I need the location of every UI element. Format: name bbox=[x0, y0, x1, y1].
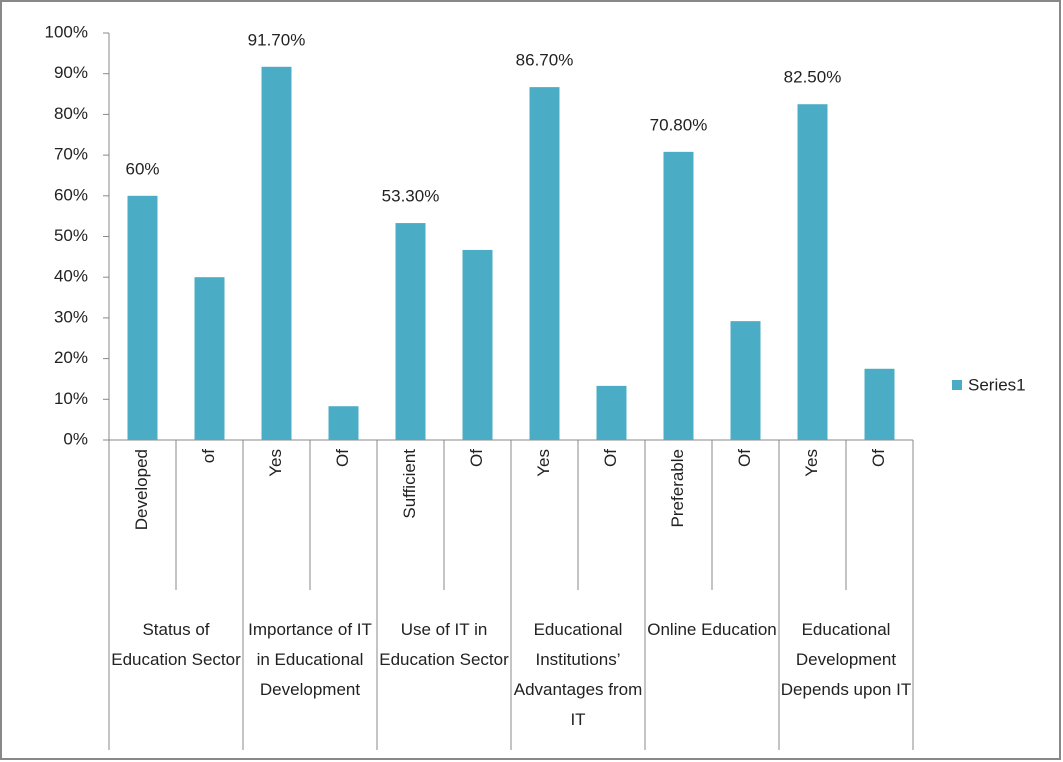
bar bbox=[194, 277, 225, 440]
y-tick-label: 50% bbox=[54, 226, 88, 245]
bar bbox=[797, 104, 828, 440]
x-tick-label: Of bbox=[869, 449, 888, 467]
y-tick-label: 80% bbox=[54, 104, 88, 123]
x-tick-label: Preferable bbox=[668, 449, 687, 527]
data-label: 82.50% bbox=[784, 68, 842, 87]
y-tick-label: 0% bbox=[63, 429, 88, 448]
x-tick-label: Of bbox=[601, 449, 620, 467]
legend-label: Series1 bbox=[968, 375, 1026, 394]
bar bbox=[596, 385, 627, 440]
group-label: Importance of IT in Educational Developm… bbox=[248, 620, 372, 699]
data-label: 86.70% bbox=[516, 51, 574, 70]
bar bbox=[395, 223, 426, 440]
legend-swatch bbox=[952, 380, 962, 390]
x-tick-label: Of bbox=[333, 449, 352, 467]
x-tick-label: Sufficient bbox=[400, 449, 419, 519]
bar bbox=[261, 66, 292, 440]
x-tick-label: of bbox=[199, 449, 218, 463]
y-tick-label: 10% bbox=[54, 389, 88, 408]
data-label: 60% bbox=[125, 159, 159, 178]
y-tick-label: 40% bbox=[54, 267, 88, 286]
bar bbox=[864, 368, 895, 440]
group-label: Educational Development Depends upon IT bbox=[780, 620, 912, 699]
y-tick-label: 30% bbox=[54, 307, 88, 326]
x-tick-label: Yes bbox=[266, 449, 285, 477]
group-label: Status of Education Sector bbox=[111, 620, 241, 669]
bar bbox=[529, 87, 560, 441]
y-tick-label: 60% bbox=[54, 185, 88, 204]
y-tick-label: 70% bbox=[54, 145, 88, 164]
bar bbox=[730, 321, 761, 440]
group-label: Educational Institutions’ Advantages fro… bbox=[513, 620, 643, 729]
x-tick-label: Of bbox=[467, 449, 486, 467]
x-tick-label: Developed bbox=[132, 449, 151, 530]
y-tick-label: 100% bbox=[45, 22, 88, 41]
bar bbox=[663, 151, 694, 440]
y-tick-label: 90% bbox=[54, 63, 88, 82]
bar bbox=[328, 406, 359, 440]
x-tick-label: Of bbox=[735, 449, 754, 467]
data-label: 91.70% bbox=[248, 30, 306, 49]
bar bbox=[462, 249, 493, 440]
data-label: 53.30% bbox=[382, 187, 440, 206]
group-label: Use of IT in Education Sector bbox=[379, 620, 509, 669]
x-tick-label: Yes bbox=[534, 449, 553, 477]
data-label: 70.80% bbox=[650, 115, 708, 134]
group-label: Online Education bbox=[647, 620, 777, 639]
y-tick-label: 20% bbox=[54, 348, 88, 367]
bar bbox=[127, 195, 158, 440]
x-tick-label: Yes bbox=[802, 449, 821, 477]
